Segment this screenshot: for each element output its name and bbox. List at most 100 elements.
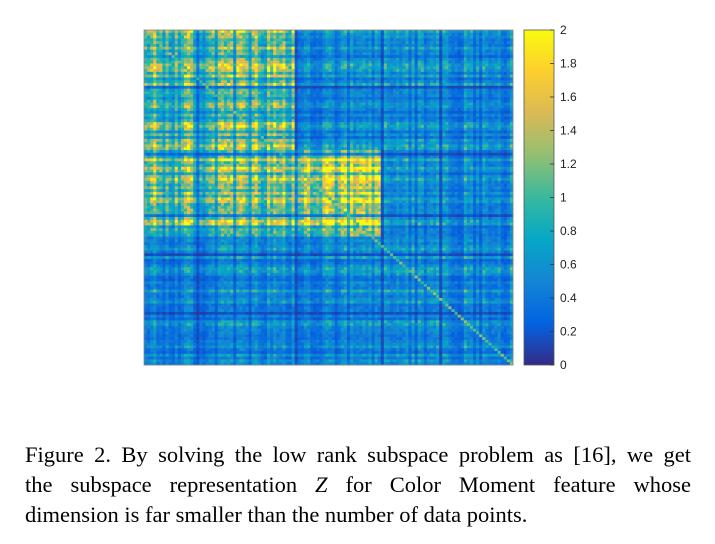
heatmap-cell bbox=[254, 60, 259, 64]
heatmap-cell bbox=[353, 124, 357, 129]
heatmap-cell bbox=[205, 38, 209, 42]
heatmap-cell bbox=[445, 74, 449, 78]
heatmap-cell bbox=[257, 69, 262, 73]
heatmap-cell bbox=[454, 122, 459, 126]
heatmap-cell bbox=[380, 85, 385, 89]
heatmap-cell bbox=[454, 77, 459, 81]
heatmap-cell bbox=[297, 35, 302, 39]
heatmap-cell bbox=[260, 46, 265, 50]
heatmap-cell bbox=[254, 57, 259, 62]
heatmap-cell bbox=[463, 66, 468, 70]
heatmap-cell bbox=[236, 63, 240, 67]
heatmap-cell bbox=[291, 136, 296, 140]
heatmap-cell bbox=[423, 97, 428, 101]
heatmap-cell bbox=[168, 110, 173, 115]
heatmap-cell bbox=[214, 138, 219, 143]
heatmap-cell bbox=[374, 124, 379, 129]
heatmap-cell bbox=[334, 85, 339, 89]
heatmap-cell bbox=[242, 127, 246, 131]
heatmap-cell bbox=[313, 122, 317, 126]
heatmap-cell bbox=[208, 46, 212, 50]
heatmap-cell bbox=[420, 55, 425, 59]
heatmap-cell bbox=[223, 85, 228, 89]
heatmap-cell bbox=[297, 80, 302, 84]
heatmap-cell bbox=[445, 108, 449, 112]
heatmap-cell bbox=[414, 113, 419, 117]
heatmap-cell bbox=[436, 57, 440, 62]
heatmap-cell bbox=[251, 136, 256, 140]
heatmap-cell bbox=[270, 30, 274, 34]
heatmap-cell bbox=[494, 99, 498, 103]
heatmap-cell bbox=[177, 46, 182, 50]
heatmap-cell bbox=[451, 74, 455, 78]
heatmap-cell bbox=[469, 94, 474, 98]
heatmap-cell bbox=[319, 127, 323, 131]
heatmap-cell bbox=[509, 83, 514, 87]
heatmap-cell bbox=[485, 91, 489, 95]
heatmap-cell bbox=[340, 66, 345, 70]
heatmap-cell bbox=[291, 46, 296, 50]
heatmap-cell bbox=[466, 80, 471, 84]
heatmap-cell bbox=[297, 108, 302, 112]
heatmap-cell bbox=[245, 138, 249, 143]
heatmap-cell bbox=[190, 32, 194, 36]
heatmap-cell bbox=[334, 63, 339, 67]
heatmap-cell bbox=[337, 69, 342, 73]
heatmap-cell bbox=[276, 116, 280, 120]
heatmap-cell bbox=[331, 57, 336, 62]
heatmap-cell bbox=[171, 130, 176, 134]
heatmap-cell bbox=[310, 38, 314, 42]
heatmap-cell bbox=[183, 85, 188, 89]
heatmap-cell bbox=[426, 113, 431, 117]
heatmap-cell bbox=[217, 71, 222, 76]
heatmap-cell bbox=[374, 46, 379, 50]
heatmap-cell bbox=[340, 133, 345, 137]
heatmap-cell bbox=[156, 122, 160, 126]
heatmap-cell bbox=[500, 66, 505, 70]
heatmap-cell bbox=[423, 130, 428, 134]
heatmap-cell bbox=[254, 94, 259, 98]
heatmap-cell bbox=[506, 102, 511, 106]
heatmap-cell bbox=[180, 122, 185, 126]
heatmap-cell bbox=[159, 144, 163, 148]
heatmap-cell bbox=[313, 136, 317, 140]
heatmap-cell bbox=[337, 97, 342, 101]
heatmap-cell bbox=[331, 124, 336, 129]
heatmap-cell bbox=[402, 130, 406, 134]
heatmap-cell bbox=[227, 108, 231, 112]
heatmap-cell bbox=[436, 108, 440, 112]
heatmap-cell bbox=[393, 99, 397, 103]
heatmap-cell bbox=[190, 124, 194, 129]
heatmap-cell bbox=[263, 122, 268, 126]
heatmap-cell bbox=[196, 69, 200, 73]
heatmap-cell bbox=[405, 105, 409, 109]
heatmap-cell bbox=[254, 46, 259, 50]
heatmap-cell bbox=[282, 30, 286, 34]
heatmap-cell bbox=[297, 105, 302, 109]
heatmap-cell bbox=[196, 38, 200, 42]
heatmap-cell bbox=[494, 141, 498, 145]
heatmap-cell bbox=[393, 46, 397, 50]
heatmap-cell bbox=[448, 94, 452, 98]
heatmap-cell bbox=[190, 41, 194, 45]
heatmap-cell bbox=[313, 83, 317, 87]
heatmap-cell bbox=[380, 105, 385, 109]
heatmap-cell bbox=[328, 88, 332, 92]
heatmap-cell bbox=[199, 63, 203, 67]
heatmap-cell bbox=[325, 119, 329, 123]
heatmap-cell bbox=[365, 99, 369, 103]
heatmap-cell bbox=[193, 46, 197, 50]
heatmap-cell bbox=[473, 55, 477, 59]
heatmap-cell bbox=[509, 74, 514, 78]
heatmap-cell bbox=[386, 35, 391, 39]
heatmap-cell bbox=[208, 130, 212, 134]
heatmap-cell bbox=[396, 110, 400, 115]
heatmap-cell bbox=[325, 110, 329, 115]
heatmap-cell bbox=[405, 127, 409, 131]
heatmap-cell bbox=[174, 49, 179, 53]
heatmap-cell bbox=[171, 105, 176, 109]
heatmap-cell bbox=[442, 108, 446, 112]
heatmap-cell bbox=[374, 122, 379, 126]
heatmap-cell bbox=[439, 69, 443, 73]
heatmap-cell bbox=[343, 77, 348, 81]
